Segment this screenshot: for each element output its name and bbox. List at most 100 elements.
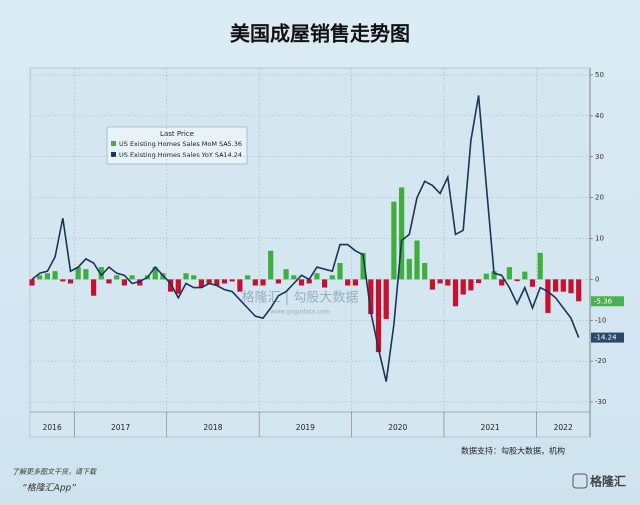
bar [483, 273, 489, 280]
bar [175, 279, 181, 294]
bar [291, 275, 297, 280]
bar [129, 275, 135, 280]
bar [245, 275, 251, 280]
watermark: 格隆汇 | 勾股大数据 [242, 290, 359, 306]
bar [298, 279, 305, 286]
bar [106, 279, 112, 284]
footer-text: 了解更多图文干货，请下载 [12, 468, 97, 476]
legend-value: -5.36 [225, 140, 242, 148]
legend-swatch [111, 141, 116, 146]
y-tick-label: 10 [595, 235, 604, 243]
bar [83, 269, 89, 280]
bar [560, 279, 566, 292]
bar [91, 279, 97, 296]
bar [183, 273, 189, 280]
bar [506, 267, 512, 280]
bar [152, 267, 158, 280]
bar [499, 279, 505, 286]
bar [67, 279, 74, 284]
legend-box [106, 126, 248, 165]
legend-title: Last Price [160, 130, 194, 138]
x-tick-label: 2021 [481, 423, 500, 432]
last-value-label: -14.24 [594, 334, 617, 342]
x-tick-label: 2018 [203, 423, 222, 432]
bar [468, 279, 474, 291]
y-tick-label: 40 [595, 112, 604, 120]
bar [260, 279, 266, 286]
bar [491, 271, 497, 280]
y-tick-label: 20 [595, 194, 604, 202]
y-tick-label: -10 [595, 316, 606, 324]
bar [537, 252, 543, 280]
bar [191, 275, 197, 280]
bar [29, 279, 35, 286]
bar [37, 275, 43, 280]
last-value-tag [591, 296, 624, 307]
bar [414, 240, 420, 280]
bar [445, 279, 451, 286]
bar [383, 279, 389, 320]
bar [553, 279, 559, 292]
bar [429, 279, 435, 290]
bar [168, 279, 174, 292]
last-value-tag [591, 332, 624, 343]
legend-swatch [111, 152, 116, 157]
bar [576, 279, 582, 302]
bar [322, 279, 328, 288]
bar [121, 279, 127, 286]
bar [460, 279, 466, 295]
bar [275, 279, 281, 284]
legend-label: US Existing Homes Sales YoY SA [119, 151, 224, 159]
legend-value: -14.24 [221, 151, 242, 159]
plot-area [29, 67, 591, 438]
bar [422, 263, 428, 280]
bar [52, 271, 58, 280]
x-tick-label: 2020 [388, 423, 407, 432]
logo-icon [572, 473, 588, 489]
bar [476, 279, 482, 284]
footer-app: “格隆汇App” [22, 483, 76, 494]
bar [391, 201, 397, 280]
bar [137, 279, 143, 286]
bar [337, 263, 343, 280]
y-tick-label: 30 [595, 153, 604, 161]
bar [406, 258, 412, 280]
bar [452, 279, 459, 307]
source: 数据支持：勾股大数据，机构 [461, 446, 565, 456]
bar [545, 279, 551, 313]
line [31, 95, 580, 382]
bar [206, 279, 212, 284]
y-tick-label: -30 [595, 398, 606, 406]
x-tick-label: 2022 [554, 423, 573, 432]
bar [229, 279, 235, 282]
bar [514, 279, 520, 282]
bar [75, 267, 81, 280]
bar [283, 269, 289, 280]
bar [221, 279, 228, 284]
x-tick-label: 2019 [296, 423, 315, 432]
bar [345, 279, 351, 286]
bar [529, 279, 536, 287]
bar [198, 279, 204, 288]
bar [44, 273, 50, 280]
bar [114, 275, 120, 280]
bar [237, 279, 243, 292]
watermark-url: www.gogudata.com [270, 309, 330, 316]
bar [98, 267, 104, 280]
bar [368, 279, 374, 315]
bar [437, 279, 443, 284]
bar [268, 250, 274, 280]
chart-title: 美国成屋销售走势图 [230, 22, 410, 46]
bar [399, 187, 405, 280]
bar [360, 252, 366, 280]
bar [375, 279, 382, 353]
last-value-label: -5.36 [594, 297, 613, 305]
bar [329, 275, 335, 280]
y-tick-label: 50 [595, 71, 604, 79]
bar [252, 279, 258, 286]
bar [60, 279, 66, 282]
legend-label: US Existing Homes Sales MoM SA [119, 140, 228, 148]
x-tick-label: 2017 [111, 423, 130, 432]
bar [306, 279, 312, 284]
